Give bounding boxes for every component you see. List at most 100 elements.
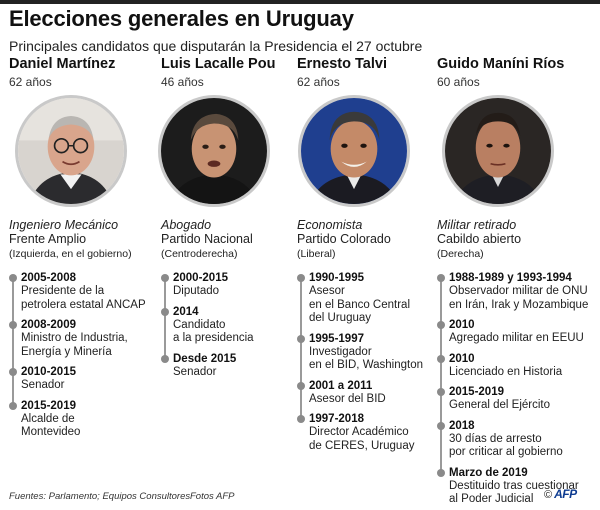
timeline-line (164, 277, 166, 358)
event-description: Licenciado en Historia (449, 365, 563, 378)
timeline-dot (297, 415, 305, 423)
event-description: 30 días de arresto por criticar al gobie… (449, 432, 563, 459)
event-description: Asesor del BID (309, 392, 386, 405)
copyright-symbol: © (544, 489, 553, 501)
event-period: 2015-2019 (449, 386, 504, 398)
candidate-name: Daniel Martínez (9, 56, 116, 72)
page-title: Elecciones generales en Uruguay (9, 6, 354, 31)
event-description: Ministro de Industria, Energía y Minería (21, 332, 128, 358)
event-period: 2015-2019 (21, 399, 76, 412)
timeline-event: 2005-2008 Presidente de la petrolera esta… (9, 271, 159, 312)
timeline-event: 1988-1989 y 1993-1994 Observador militar … (437, 271, 600, 312)
candidate-age: 62 años (9, 75, 52, 89)
timeline-event: 2000-2015 Diputado (161, 271, 296, 299)
event-period: 1995-1997 (309, 332, 364, 345)
candidate-ideology: (Izquierda, en el gobierno) (9, 248, 132, 260)
header-bar (0, 0, 600, 4)
timeline-dot (437, 421, 445, 430)
candidate-ideology: (Centroderecha) (161, 248, 238, 260)
event-period: 1988-1989 y 1993-1994 (449, 272, 572, 284)
afp-logo: © AFP (544, 487, 577, 501)
event-description: Alcalde de Montevideo (21, 412, 81, 439)
candidate-profession: Abogado (161, 218, 212, 232)
timeline-event: 2018 30 días de arresto por criticar al g… (437, 419, 600, 460)
timeline-dot (9, 274, 17, 282)
event-period: Marzo de 2019 (449, 466, 528, 479)
timeline-dot (437, 468, 445, 477)
candidate-party: Partido Colorado (297, 232, 391, 246)
timeline-dot (437, 321, 445, 329)
candidate-column: Guido Maníni Ríos 60 años Militar retira… (437, 56, 600, 510)
event-description: Candidato a la presidencia (173, 318, 254, 345)
candidate-name: Guido Maníni Ríos (437, 56, 565, 72)
timeline-dot (297, 274, 305, 282)
timeline-event: 2015-2019 Alcalde de Montevideo (9, 399, 159, 440)
candidate-profession: Ingeniero Mecánico (9, 218, 119, 232)
event-description: Destituido tras cuestionar al Poder Judi… (449, 479, 579, 506)
event-description: General del Ejército (449, 399, 550, 411)
timeline-dot (437, 388, 445, 396)
event-description: Senador (173, 365, 217, 378)
timeline-event: 1995-1997 Investigador en el BID, Washing… (297, 332, 435, 373)
candidate-photo (298, 95, 410, 207)
timeline-dot (9, 401, 17, 410)
event-description: Diputado (173, 285, 220, 297)
event-description: Senador (21, 379, 65, 391)
timeline-dot (297, 381, 305, 390)
timeline-event: 2001 a 2011 Asesor del BID (297, 379, 435, 407)
candidate-party: Frente Amplio (9, 232, 87, 246)
event-period: 2010 (449, 352, 475, 365)
candidate-age: 46 años (161, 75, 204, 89)
candidate-age: 62 años (297, 75, 340, 89)
timeline-dot (161, 354, 169, 363)
timeline-dot (161, 274, 169, 282)
candidate-column: Daniel Martínez 62 años Ingeniero Mecáni… (9, 56, 159, 446)
event-period: 2000-2015 (173, 272, 228, 284)
timeline-event: 2015-2019 General del Ejército (437, 385, 600, 413)
timeline-dot (9, 321, 17, 329)
candidate-photo (15, 95, 127, 207)
career-timeline: 1988-1989 y 1993-1994 Observador militar … (437, 271, 600, 507)
event-period: 1990-1995 (309, 272, 364, 284)
timeline-dot (437, 274, 445, 282)
event-description: Director Académico de CERES, Uruguay (309, 426, 415, 452)
candidate-column: Ernesto Talvi 62 años Economista Partido… (297, 56, 435, 459)
timeline-event: 1990-1995 Asesor en el Banco Central del … (297, 271, 435, 326)
timeline-event: 2008-2009 Ministro de Industria, Energía … (9, 318, 159, 359)
photo-credit: Fotos AFP (190, 491, 235, 502)
candidate-photo (442, 95, 554, 207)
event-period: 2010 (449, 319, 475, 331)
timeline-line (12, 277, 14, 405)
timeline-event: 2010-2015 Senador (9, 365, 159, 393)
candidate-profession: Economista (297, 218, 363, 232)
event-period: 2018 (449, 419, 475, 432)
event-period: 1997-2018 (309, 413, 364, 425)
candidate-name: Ernesto Talvi (297, 56, 387, 72)
candidate-party: Cabildo abierto (437, 232, 522, 246)
event-description: Presidente de la petrolera estatal ANCAP (21, 285, 146, 311)
timeline-line (440, 277, 442, 472)
candidate-ideology: (Derecha) (437, 248, 484, 260)
timeline-event: 2010 Agregado militar en EEUU (437, 318, 600, 346)
afp-wordmark: AFP (554, 487, 577, 501)
timeline-event: 2014 Candidato a la presidencia (161, 305, 296, 346)
event-description: Investigador en el BID, Washington (309, 345, 423, 372)
sources-note: Fuentes: Parlamento; Equipos Consultores (9, 491, 191, 502)
career-timeline: 2000-2015 Diputado 2014 Candidato a la pres… (161, 271, 296, 379)
event-description: Observador militar de ONU en Irán, Irak … (449, 285, 589, 311)
event-period: 2014 (173, 305, 199, 318)
career-timeline: 1990-1995 Asesor en el Banco Central del … (297, 271, 435, 453)
candidate-age: 60 años (437, 75, 480, 89)
candidate-party: Partido Nacional (161, 232, 253, 246)
timeline-event: 1997-2018 Director Académico de CERES, Ur… (297, 412, 435, 453)
event-period: 2008-2009 (21, 319, 76, 331)
timeline-event: Marzo de 2019 Destituido tras cuestionar … (437, 466, 600, 507)
event-description: Agregado militar en EEUU (449, 332, 584, 344)
candidate-name: Luis Lacalle Pou (161, 56, 276, 72)
timeline-event: Desde 2015 Senador (161, 352, 296, 380)
event-period: 2010-2015 (21, 366, 76, 378)
page-subtitle: Principales candidatos que disputarán la… (9, 38, 423, 54)
event-period: 2001 a 2011 (309, 379, 373, 392)
candidate-column: Luis Lacalle Pou 46 años Abogado Partido… (158, 56, 296, 385)
candidate-ideology: (Liberal) (297, 248, 336, 260)
